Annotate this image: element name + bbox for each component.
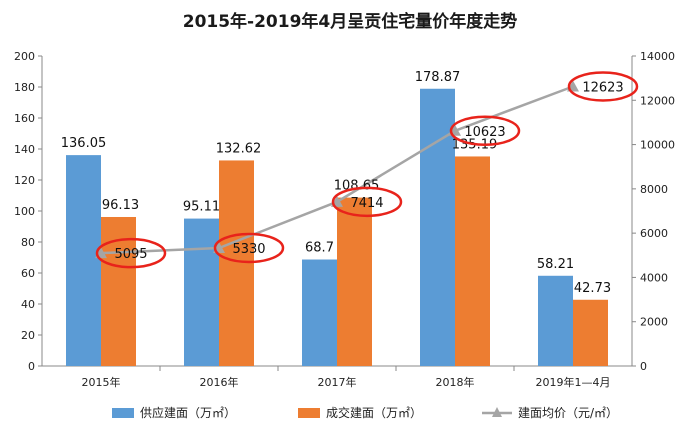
- y-left-tick-label: 60: [21, 267, 35, 280]
- highlight-ellipse: [449, 115, 521, 147]
- bar-deal: [101, 216, 136, 366]
- data-label-price: 5330: [232, 242, 265, 257]
- y-left-tick-label: 80: [21, 236, 35, 249]
- y-left-tick-label: 20: [21, 329, 35, 342]
- highlight-ellipse: [95, 237, 167, 269]
- highlight-ellipse: [213, 232, 285, 264]
- x-tick-label: 2016年: [200, 375, 239, 389]
- x-tick-label: 2017年: [318, 375, 357, 389]
- x-tick-label: 2018年: [436, 375, 475, 389]
- data-label-deal: 42.73: [574, 281, 611, 296]
- data-label-price: 10623: [464, 125, 505, 140]
- y-left-tick-label: 0: [28, 360, 35, 373]
- y-left-tick-label: 120: [14, 174, 35, 187]
- bar-supply: [302, 259, 337, 366]
- y-right-tick-label: 4000: [640, 271, 668, 284]
- y-left-tick-label: 100: [14, 205, 35, 218]
- data-label-supply: 136.05: [61, 136, 107, 151]
- data-label-supply: 178.87: [415, 70, 461, 85]
- bar-supply: [420, 88, 455, 367]
- legend-swatch-supply: [112, 408, 134, 418]
- data-label-price: 5095: [114, 247, 147, 262]
- bar-supply: [538, 275, 573, 366]
- bar-deal: [455, 156, 490, 366]
- highlight-ellipse: [331, 186, 403, 218]
- data-label-deal: 96.13: [102, 198, 139, 213]
- y-right-tick-label: 0: [640, 360, 647, 373]
- chart-title: 2015年-2019年4月呈贡住宅量价年度走势: [183, 11, 518, 32]
- y-right-tick-label: 2000: [640, 316, 668, 329]
- legend-label-price: 建面均价（元/㎡）: [518, 406, 618, 420]
- data-label-supply: 68.7: [305, 241, 334, 256]
- y-left-tick-label: 200: [14, 50, 35, 63]
- y-right-tick-label: 14000: [640, 50, 675, 63]
- data-label-supply: 95.11: [183, 200, 220, 215]
- y-left-tick-label: 180: [14, 81, 35, 94]
- legend-swatch-price-marker: [492, 407, 502, 417]
- bar-deal: [337, 197, 372, 366]
- y-right-tick-label: 12000: [640, 94, 675, 107]
- bar-supply: [66, 155, 101, 366]
- y-right-tick-label: 10000: [640, 139, 675, 152]
- legend-label-deal: 成交建面（万㎡）: [326, 405, 422, 420]
- bar-deal: [573, 299, 608, 366]
- data-label-deal: 132.62: [216, 141, 262, 156]
- y-right-tick-label: 8000: [640, 183, 668, 196]
- y-left-tick-label: 40: [21, 298, 35, 311]
- legend-label-supply: 供应建面（万㎡）: [140, 405, 236, 420]
- bars: [66, 88, 608, 367]
- x-tick-label: 2015年: [82, 375, 121, 389]
- legend: 供应建面（万㎡） 成交建面（万㎡） 建面均价（元/㎡）: [112, 405, 618, 420]
- data-label-supply: 58.21: [537, 257, 574, 272]
- data-label-price: 7414: [350, 196, 383, 211]
- data-label-price: 12623: [582, 80, 623, 95]
- legend-swatch-deal: [298, 408, 320, 418]
- y-left-tick-label: 160: [14, 112, 35, 125]
- y-left-tick-label: 140: [14, 143, 35, 156]
- x-tick-label: 2019年1—4月: [536, 375, 611, 389]
- data-label-deal: 108.65: [334, 179, 380, 194]
- axes: 0204060801001201401601802000200040006000…: [14, 50, 675, 389]
- bar-supply: [184, 218, 219, 366]
- highlight-ellipse: [567, 71, 639, 102]
- y-right-tick-label: 6000: [640, 227, 668, 240]
